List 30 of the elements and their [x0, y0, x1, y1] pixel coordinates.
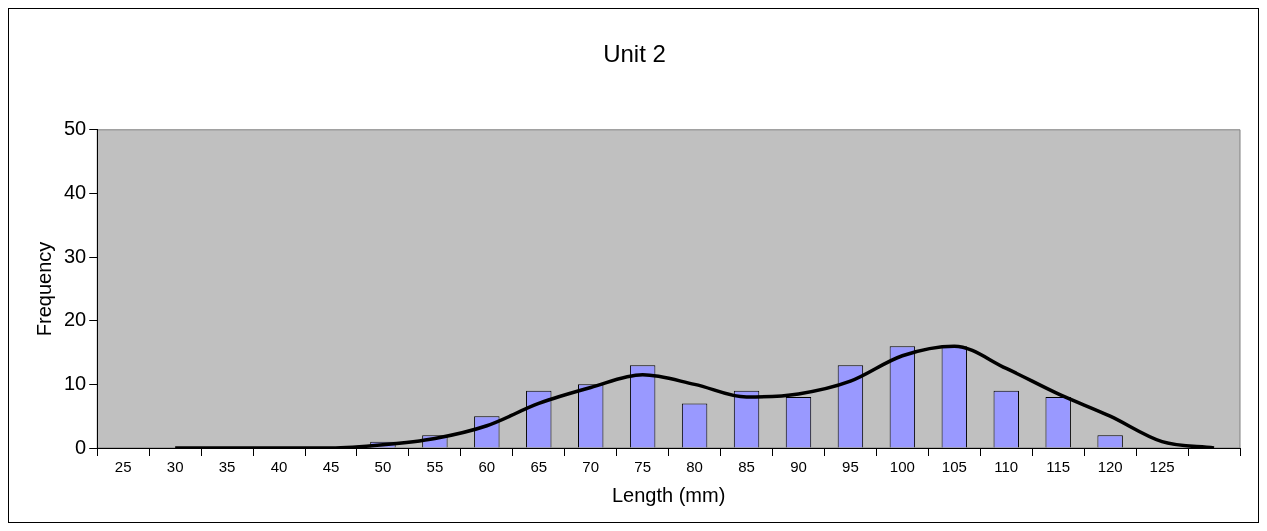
x-tick-label: 125 [1149, 458, 1175, 476]
x-tick-label: 85 [738, 458, 755, 476]
y-tick-label: 50 [64, 117, 87, 140]
x-axis-title: Length (mm) [611, 483, 726, 506]
x-tick-label: 115 [1046, 458, 1071, 476]
x-tick-label: 60 [478, 458, 496, 476]
x-tick-label: 50 [374, 458, 392, 476]
x-tick-label: 100 [889, 458, 915, 476]
x-tick-label: 120 [1097, 458, 1123, 476]
x-tick-label: 80 [686, 458, 703, 476]
x-tick-label: 65 [530, 458, 548, 476]
y-axis-title: Frequency [32, 241, 55, 337]
y-tick-label: 20 [64, 308, 87, 331]
chart-title: Unit 2 [603, 40, 666, 68]
x-tick-label: 95 [842, 458, 859, 476]
y-tick-label: 40 [64, 180, 87, 203]
y-tick-label: 10 [64, 371, 87, 394]
x-tick-label: 110 [994, 458, 1019, 476]
x-tick-label: 70 [582, 458, 600, 476]
x-tick-label: 90 [790, 458, 807, 476]
x-tick-label: 105 [941, 458, 967, 476]
x-tick-label: 25 [114, 458, 132, 476]
x-tick-label: 55 [426, 458, 444, 476]
y-tick-label: 0 [75, 435, 87, 458]
x-tick-label: 40 [270, 458, 288, 476]
x-tick-label: 75 [634, 458, 651, 476]
x-tick-label: 45 [322, 458, 340, 476]
x-tick-label: 30 [166, 458, 184, 476]
y-tick-label: 30 [64, 244, 87, 267]
x-tick-label: 35 [218, 458, 236, 476]
